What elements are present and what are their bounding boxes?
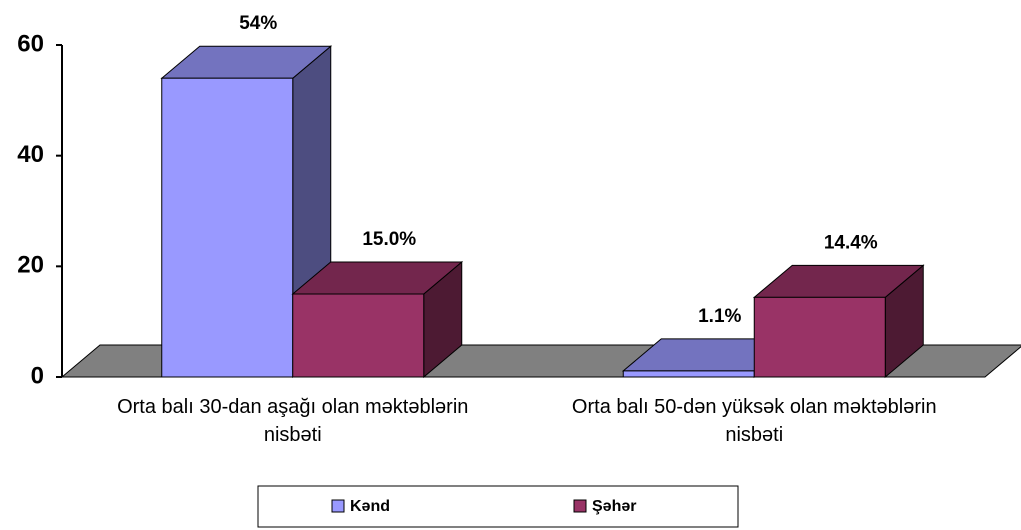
legend-box	[257, 485, 739, 528]
y-tick-label: 0	[31, 362, 44, 389]
bar	[292, 293, 425, 378]
y-tick-label: 60	[17, 30, 44, 57]
x-tick-label: Orta balı 50-dən yüksək olan məktəblərin…	[571, 396, 937, 446]
bar	[161, 77, 294, 378]
y-tick-label: 40	[17, 141, 44, 168]
bar	[622, 370, 755, 378]
legend-label: Şəhər	[592, 498, 636, 515]
value-label: 1.1%	[698, 306, 741, 327]
y-tick-label: 20	[17, 252, 44, 279]
value-label: 15.0%	[362, 229, 416, 250]
legend-swatch	[331, 499, 345, 513]
bar	[753, 296, 886, 378]
value-label: 14.4%	[824, 232, 878, 253]
legend-swatch	[573, 499, 587, 513]
bar-3d	[291, 260, 464, 379]
legend-label: Kənd	[350, 498, 390, 515]
x-tick-label: Orta balı 30-dan aşağı olan məktəblərin …	[117, 396, 469, 446]
value-label: 54%	[239, 13, 277, 34]
bar-3d	[752, 264, 925, 379]
